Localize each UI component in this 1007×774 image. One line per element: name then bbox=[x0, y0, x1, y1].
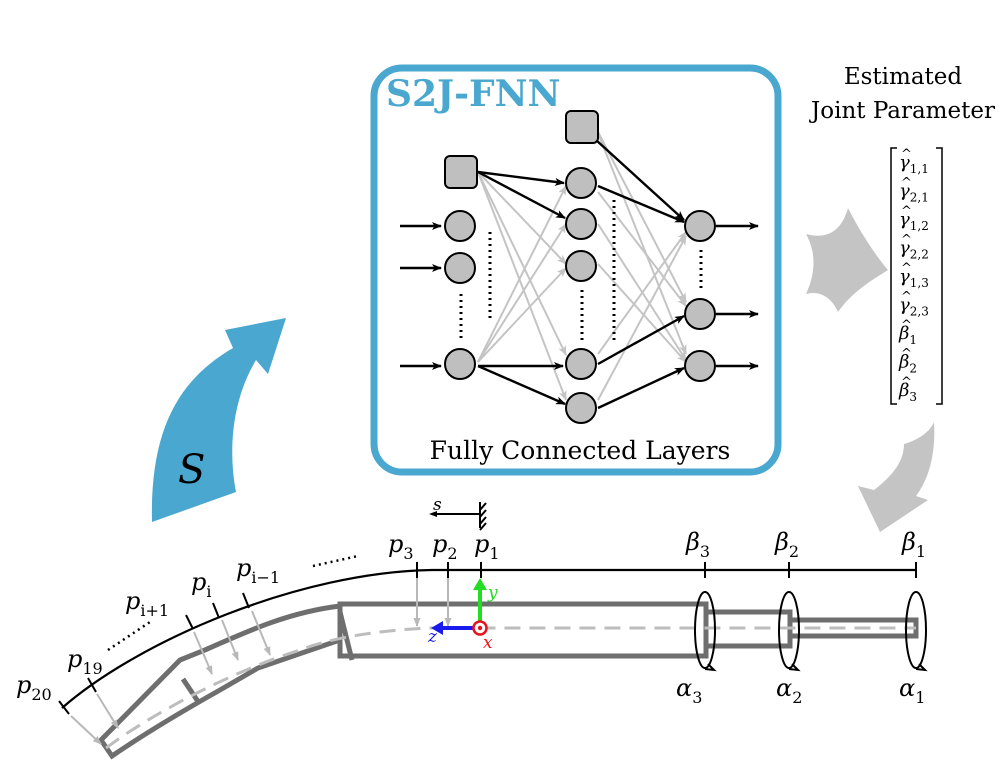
output-vector: γ1,1^γ2,1^γ1,2^γ2,2^γ1,3^γ2,3^β1^β2^β3^ bbox=[898, 147, 929, 404]
alpha-label: α1 bbox=[899, 674, 925, 707]
output-vector-entry-hat: ^ bbox=[901, 347, 912, 362]
black-connections bbox=[400, 139, 759, 410]
flow-arrow-right bbox=[806, 208, 888, 312]
bias-node bbox=[444, 155, 478, 189]
tube-centerline bbox=[105, 626, 916, 750]
output-vector-entry-hat: ^ bbox=[901, 375, 912, 390]
output-vector-entry: γ2,3 bbox=[899, 295, 929, 319]
output-vector-entry: γ1,2 bbox=[899, 209, 929, 233]
input-arrow: S bbox=[151, 318, 286, 522]
network-title: S2J-FNN bbox=[386, 73, 560, 115]
output-vector-entry: γ2,1 bbox=[899, 181, 929, 205]
output-title-line1: Estimated bbox=[844, 64, 963, 90]
output-vector-entry: γ1,1 bbox=[899, 152, 929, 176]
point-label: pi bbox=[191, 568, 212, 601]
point-label: p20 bbox=[16, 671, 52, 704]
output-vector-entry: β2 bbox=[898, 352, 917, 376]
output-vector-entry-hat: ^ bbox=[901, 261, 912, 276]
arc-length-curve bbox=[61, 568, 916, 709]
point-label: pi−1 bbox=[236, 554, 280, 587]
coordinate-frame: y z x bbox=[427, 578, 498, 653]
neurons bbox=[444, 167, 716, 424]
curve-dots bbox=[107, 620, 151, 652]
neuron bbox=[444, 210, 476, 242]
point-label: p3 bbox=[388, 530, 414, 563]
axis-z-label: z bbox=[427, 627, 438, 647]
point-label: p2 bbox=[432, 530, 458, 563]
output-title-line2: Joint Parameter bbox=[809, 98, 995, 124]
right-bracket bbox=[936, 147, 943, 405]
output-vector-entry-hat: ^ bbox=[901, 176, 912, 191]
neuron bbox=[565, 208, 597, 240]
s-label: s bbox=[433, 495, 442, 515]
output-vector-entry: γ1,3 bbox=[899, 266, 929, 290]
alpha-label: α3 bbox=[676, 674, 702, 707]
neuron bbox=[684, 210, 716, 242]
axis-y-label: y bbox=[487, 583, 498, 603]
alpha-label: α2 bbox=[776, 674, 802, 707]
output-vector-entry: γ2,2 bbox=[899, 238, 929, 262]
output-vector-entry-hat: ^ bbox=[901, 204, 912, 219]
curve-ticks bbox=[58, 562, 917, 715]
curve-dots bbox=[312, 554, 359, 568]
bias-node bbox=[565, 110, 599, 144]
left-bracket bbox=[890, 147, 897, 405]
network-caption: Fully Connected Layers bbox=[430, 436, 731, 465]
projection-arrows bbox=[70, 578, 452, 745]
neuron bbox=[565, 167, 597, 199]
point-label: pi+1 bbox=[125, 587, 169, 620]
neuron bbox=[565, 250, 597, 282]
output-vector-entry: β1 bbox=[898, 323, 917, 347]
output-vector-entry: β3 bbox=[898, 380, 917, 404]
tube-joint bbox=[337, 611, 355, 661]
beta-label: β2 bbox=[774, 528, 799, 561]
output-panel: Estimated Joint Parameter γ1,1^γ2,1^γ1,2… bbox=[809, 64, 995, 405]
input-arrow-label: S bbox=[178, 447, 205, 493]
beta-label: β1 bbox=[901, 528, 926, 561]
point-label: p19 bbox=[67, 645, 103, 678]
neuron bbox=[684, 350, 716, 382]
robot-labels: p1 p2 p3 pi−1 pi pi+1 p19 p20 β3 β2 β1 α3 α2 α1 bbox=[16, 528, 926, 707]
robot-diagram: s bbox=[16, 495, 928, 760]
network-panel: S2J-FNN Fully Connected Layers bbox=[370, 64, 782, 476]
neuron bbox=[565, 392, 597, 424]
output-vector-entry-hat: ^ bbox=[901, 318, 912, 333]
point-label: p1 bbox=[474, 530, 500, 563]
tube-joint bbox=[180, 677, 202, 705]
output-vector-entry-hat: ^ bbox=[901, 290, 912, 305]
neuron bbox=[444, 348, 476, 380]
output-vector-entry-hat: ^ bbox=[901, 233, 912, 248]
gray-connections bbox=[477, 127, 687, 401]
input-arrow-shape bbox=[151, 318, 286, 522]
neuron bbox=[565, 348, 597, 380]
output-vector-entry-hat: ^ bbox=[901, 147, 912, 162]
neuron bbox=[684, 298, 716, 330]
neuron bbox=[444, 252, 476, 284]
rotation-loops bbox=[694, 591, 928, 672]
flow-arrow-down bbox=[858, 422, 935, 532]
ground-hatch bbox=[479, 502, 487, 531]
layer-dots bbox=[459, 200, 703, 342]
beta-label: β3 bbox=[685, 528, 710, 561]
axis-x-label: x bbox=[483, 633, 493, 653]
